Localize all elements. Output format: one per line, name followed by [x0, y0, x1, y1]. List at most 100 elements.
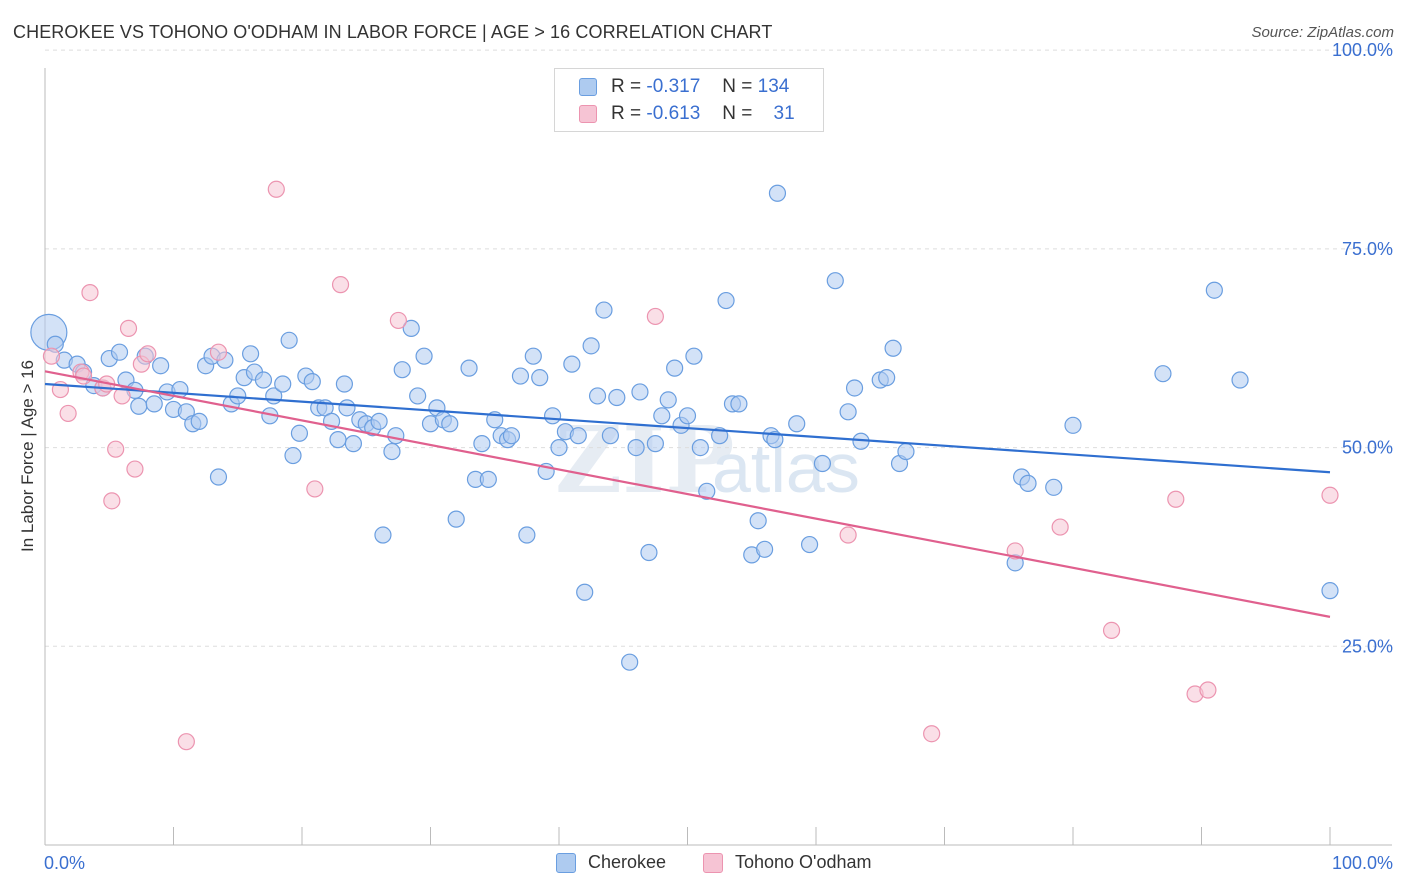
tohono-point	[1199, 681, 1217, 699]
cherokee-point	[627, 438, 645, 457]
tohono-trend-line	[44, 370, 1331, 618]
y-tick-label: 100.0%	[1332, 40, 1393, 60]
cherokee-point	[595, 301, 613, 319]
cherokee-point	[130, 397, 148, 415]
n-value: 134	[757, 76, 790, 97]
tohono-point	[103, 492, 121, 510]
cherokee-point	[839, 403, 857, 421]
cherokee-point	[511, 367, 530, 385]
cherokee-point	[1321, 582, 1339, 600]
cherokee-point	[110, 343, 129, 361]
cherokee-point	[280, 331, 298, 349]
cherokee-point	[402, 319, 420, 337]
cherokee-point	[550, 438, 568, 457]
cherokee-point	[640, 543, 658, 562]
r-label: R =	[611, 76, 642, 97]
tohono-point	[1102, 621, 1121, 639]
tohono-point	[113, 387, 131, 405]
y-tick-label: 50.0%	[1342, 438, 1393, 458]
cherokee-point	[608, 388, 626, 407]
cherokee-point	[502, 427, 521, 445]
tohono-point	[119, 319, 138, 337]
cherokee-point	[768, 184, 787, 202]
legend-row-cherokee: R = -0.317 N = 134	[579, 75, 789, 99]
tohono-point	[81, 284, 99, 302]
cherokee-point	[190, 412, 208, 430]
cherokee-point	[344, 435, 362, 453]
tohono-point	[306, 480, 324, 498]
cherokee-swatch-icon	[556, 852, 576, 873]
cherokee-point	[601, 427, 620, 445]
cherokee-point	[653, 407, 671, 425]
cherokee-point	[145, 395, 163, 413]
tohono-point	[267, 180, 285, 198]
cherokee-point	[370, 412, 388, 430]
cherokee-point	[563, 355, 581, 373]
cherokee-point	[576, 583, 594, 601]
legend-item-tohono[interactable]: Tohono O'odham	[703, 852, 872, 873]
cherokee-point	[878, 369, 896, 387]
cherokee-point	[338, 399, 356, 417]
cherokee-point	[254, 371, 273, 389]
cherokee-point	[717, 291, 735, 310]
cherokee-point	[884, 339, 902, 357]
cherokee-point	[691, 438, 709, 457]
cherokee-point	[766, 431, 784, 449]
cherokee-point	[284, 446, 302, 465]
tohono-point	[1167, 490, 1185, 508]
cherokee-point	[659, 391, 677, 409]
cherokee-point	[441, 415, 459, 433]
legend-item-cherokee[interactable]: Cherokee	[556, 852, 666, 873]
source-credit: Source: ZipAtlas.com	[1251, 24, 1394, 41]
legend-label: Cherokee	[588, 852, 667, 872]
cherokee-point	[387, 427, 405, 445]
cherokee-point	[329, 431, 347, 449]
cherokee-point	[303, 373, 321, 391]
cherokee-point	[460, 359, 478, 377]
tohono-point	[126, 460, 144, 478]
cherokee-point	[290, 424, 309, 442]
tohono-point	[74, 367, 93, 385]
tohono-point	[1321, 486, 1339, 504]
watermark: atlas	[712, 429, 860, 507]
cherokee-point	[678, 407, 697, 425]
y-tick-label: 75.0%	[1342, 239, 1393, 259]
cherokee-point	[531, 369, 549, 387]
cherokee-point	[698, 482, 716, 500]
cherokee-point	[447, 510, 465, 528]
legend-row-tohono: R = -0.613 N = 31	[579, 102, 795, 126]
r-label: R =	[611, 103, 642, 124]
y-tick-label: 25.0%	[1342, 636, 1393, 656]
cherokee-point	[897, 442, 915, 461]
cherokee-point	[473, 435, 491, 453]
cherokee-point	[274, 375, 292, 393]
cherokee-point	[518, 526, 536, 544]
x-tick-label: 100.0%	[1332, 853, 1393, 873]
cherokee-point	[569, 427, 587, 445]
y-axis-label: In Labor Force | Age > 16	[18, 359, 37, 553]
cherokee-point	[800, 535, 819, 554]
tohono-point	[59, 404, 77, 423]
cherokee-point	[826, 272, 844, 290]
cherokee-point	[646, 435, 664, 453]
cherokee-point	[1154, 365, 1172, 383]
cherokee-point	[845, 379, 864, 397]
tohono-point	[139, 345, 157, 363]
tohono-point	[107, 440, 125, 458]
tohono-point	[209, 343, 228, 361]
cherokee-point	[383, 442, 401, 461]
cherokee-point	[543, 407, 562, 425]
cherokee-point	[152, 357, 170, 375]
tohono-point	[177, 733, 195, 751]
cherokee-point	[685, 347, 703, 365]
cherokee-point	[1064, 416, 1082, 434]
x-tick-label: 0.0%	[44, 853, 85, 873]
cherokee-point	[813, 454, 832, 473]
cherokee-point	[242, 345, 260, 363]
n-label: N =	[722, 103, 753, 124]
cherokee-point	[393, 361, 411, 379]
r-value: -0.613	[646, 103, 701, 124]
tohono-point	[42, 347, 61, 365]
cherokee-point	[1231, 371, 1249, 389]
